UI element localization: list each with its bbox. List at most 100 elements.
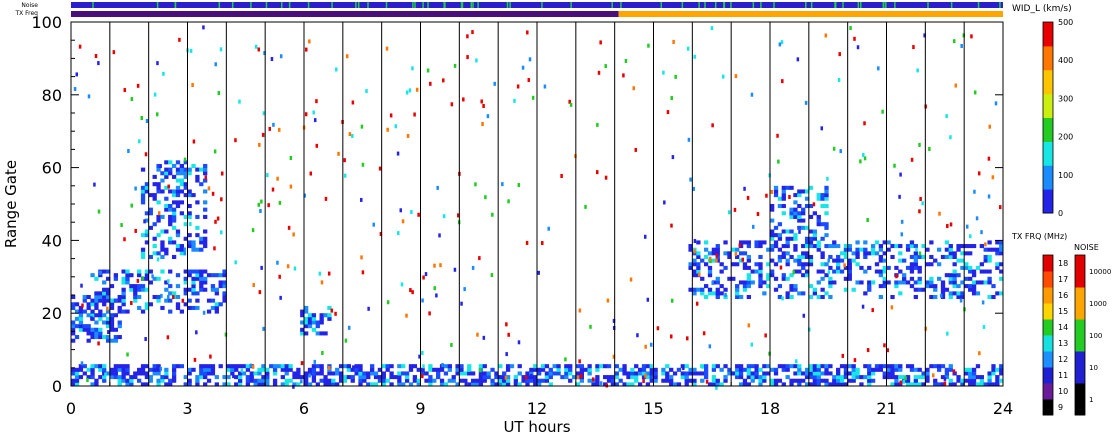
noise-speck (674, 74, 677, 79)
noise-speck (541, 241, 544, 246)
backscatter-cell (370, 382, 375, 387)
backscatter-cell (703, 247, 709, 252)
backscatter-cell (956, 295, 961, 300)
noise-speck (87, 94, 91, 99)
noise-speck (568, 99, 571, 104)
backscatter-cell (90, 371, 95, 376)
backscatter-cell (836, 378, 841, 383)
backscatter-cell (634, 378, 639, 383)
backscatter-cell (746, 284, 751, 289)
backscatter-cell (199, 364, 204, 369)
backscatter-cell (304, 305, 309, 310)
noise-speck (543, 84, 547, 89)
backscatter-cell (203, 367, 208, 372)
backscatter-cell (902, 258, 907, 263)
backscatter-cell (455, 371, 460, 376)
backscatter-cell (847, 262, 852, 267)
backscatter-cell (319, 331, 324, 336)
backscatter-cell (521, 378, 526, 383)
backscatter-cell (94, 335, 99, 340)
backscatter-cell (133, 291, 138, 296)
noise-speck (804, 100, 808, 105)
backscatter-cell (987, 240, 992, 245)
noise-speck (421, 298, 424, 303)
noise-speck (157, 211, 161, 216)
backscatter-cell (74, 302, 80, 307)
backscatter-cell (672, 371, 678, 376)
backscatter-cell (894, 265, 899, 270)
backscatter-cell (715, 247, 720, 252)
backscatter-cell (824, 193, 829, 198)
backscatter-cell (738, 295, 744, 300)
y-tick-label: 40 (42, 231, 62, 250)
backscatter-cell (867, 287, 872, 292)
noise-speck (862, 153, 865, 158)
backscatter-cell (129, 273, 134, 278)
backscatter-cell (171, 378, 177, 383)
backscatter-cell (354, 371, 359, 376)
backscatter-cell (478, 371, 484, 376)
backscatter-cell (909, 262, 915, 267)
backscatter-cell (206, 298, 212, 303)
backscatter-cell (606, 378, 612, 383)
noise-speck (776, 133, 779, 138)
backscatter-cell (82, 327, 87, 332)
x-tick-label: 0 (66, 399, 76, 418)
noise-strip-tick (999, 2, 1001, 8)
backscatter-cell (261, 378, 266, 383)
backscatter-cell (284, 371, 289, 376)
backscatter-cell (105, 309, 111, 314)
noise-speck (429, 81, 432, 86)
backscatter-cell (936, 382, 942, 387)
backscatter-cell (820, 236, 825, 241)
backscatter-cell (168, 204, 173, 209)
backscatter-cell (653, 371, 658, 376)
backscatter-cell (999, 247, 1004, 252)
backscatter-cell (257, 382, 262, 387)
noise-speck (973, 189, 976, 194)
noise-speck (612, 354, 616, 359)
backscatter-cell (956, 258, 961, 263)
backscatter-cell (735, 284, 740, 289)
backscatter-cell (125, 269, 130, 274)
backscatter-cell (653, 378, 658, 383)
backscatter-cell (199, 182, 204, 187)
backscatter-cell (968, 378, 973, 383)
backscatter-cell (160, 214, 165, 219)
noise-speck (643, 234, 647, 239)
noise-speck (656, 326, 660, 331)
backscatter-cell (839, 378, 845, 383)
noise-speck (276, 260, 279, 265)
noise-strip-tick (704, 2, 706, 8)
backscatter-cell (393, 375, 398, 380)
backscatter-cell (781, 254, 786, 259)
backscatter-cell (591, 382, 596, 387)
noise-speck (970, 34, 973, 39)
backscatter-cell (909, 244, 915, 249)
backscatter-cell (140, 287, 146, 292)
backscatter-cell (203, 276, 208, 281)
backscatter-cell (350, 378, 355, 383)
backscatter-cell (836, 254, 841, 259)
backscatter-cell (863, 291, 868, 296)
backscatter-cell (113, 364, 118, 369)
noise-colorbar-tick-label: 1 (1089, 396, 1093, 404)
backscatter-cell (78, 313, 84, 318)
backscatter-cell (323, 331, 328, 336)
noise-speck (960, 43, 963, 48)
backscatter-cell (377, 378, 383, 383)
backscatter-cell (304, 324, 309, 329)
backscatter-cell (801, 371, 806, 376)
noise-speck (843, 263, 846, 268)
backscatter-cell (723, 295, 728, 300)
backscatter-cell (78, 316, 84, 321)
noise-speck (86, 378, 89, 383)
backscatter-cell (587, 371, 592, 376)
noise-speck (849, 26, 852, 31)
backscatter-cell (781, 193, 786, 198)
backscatter-cell (133, 371, 138, 376)
backscatter-cell (261, 375, 266, 380)
backscatter-cell (191, 269, 196, 274)
backscatter-cell (533, 367, 538, 372)
